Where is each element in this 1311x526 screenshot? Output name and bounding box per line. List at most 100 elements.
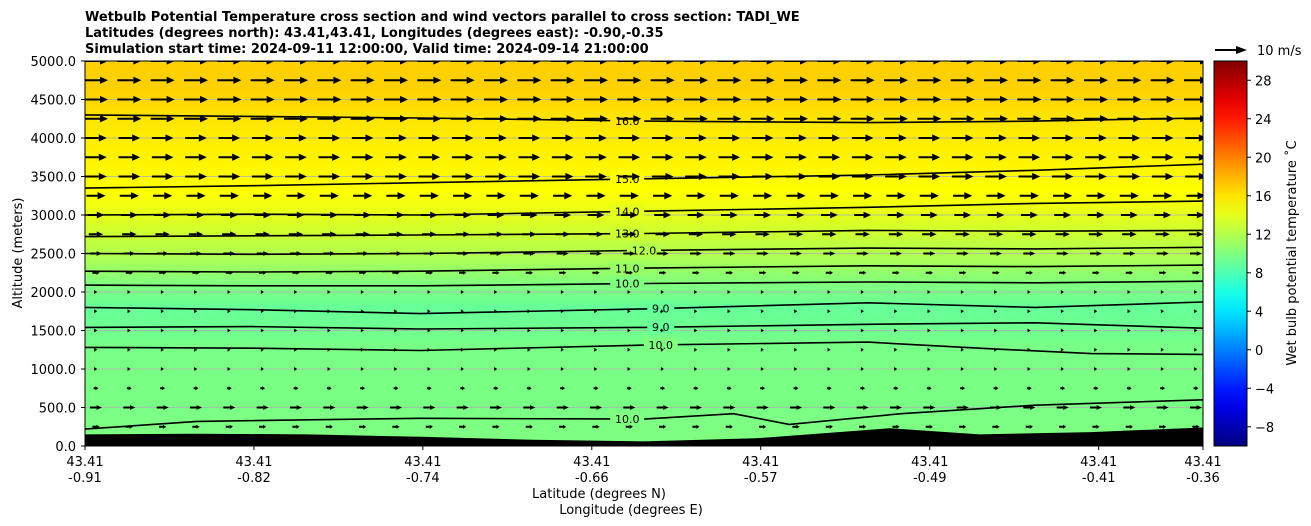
wind-vector-head [200,76,208,84]
y-tick-label: 4500.0 [31,94,77,109]
wind-vector-head [1027,367,1031,371]
wind-vector-head [1194,290,1198,294]
wind-vector-head [94,347,98,352]
wind-vector-head [760,309,764,314]
wind-vector-head [127,309,131,314]
wind-vector-head [530,211,538,219]
wind-vector-head [198,153,207,161]
wind-vector-head [1163,251,1169,256]
wind-vector-head [129,405,136,410]
wind-vector-head [1160,328,1164,333]
wind-vector-head [1096,251,1102,256]
wind-vector-head [266,95,275,104]
wind-vector-head [800,115,808,123]
colorbar-tick-label: −4 [1255,382,1274,397]
wind-vector-head [366,95,375,104]
wind-vector-head [360,290,364,294]
wind-vector-head [132,134,141,142]
wind-vector-head [1063,231,1070,238]
contour-label: 11.0 [615,262,640,275]
wind-vector-head [430,192,439,200]
wind-vector-head [560,309,564,314]
wind-vector-head [563,211,572,219]
wind-vector-head [827,367,831,371]
wind-vector-head [927,347,931,352]
wind-vector-head [95,386,99,391]
wind-vector-head [297,192,306,200]
wind-vector-head [1198,134,1203,142]
wind-vector-head [933,76,942,84]
wind-vector-head [394,347,398,352]
wind-vector-head [528,386,532,391]
wind-vector-head [429,405,436,410]
wind-vector-head [460,309,464,314]
wind-vector-head [563,251,569,256]
wind-vector-head [229,405,236,410]
wind-vector-head [928,386,932,391]
wind-vector-head [700,61,708,65]
wind-vector-head [1098,172,1107,181]
wind-vector-head [662,386,666,391]
wind-vector-head [627,309,631,314]
wind-vector-head [500,95,508,104]
wind-vector-head [596,211,605,219]
wind-vector-head [700,76,708,84]
wind-vector-head [1130,231,1137,238]
wind-vector-head [394,309,398,314]
colorbar-tick-label: 20 [1255,151,1272,166]
wind-vector-head [427,347,431,352]
wind-vector-head [328,386,332,391]
wind-vector-head [627,290,631,294]
wind-vector-head [127,347,131,352]
wind-vector-head [260,347,264,352]
wind-vector-head [1032,172,1041,181]
wind-vector-head [1166,61,1175,65]
wind-vector-head [263,211,272,219]
wind-vector-head [266,61,275,65]
wind-vector-head [133,95,142,104]
wind-vector-head [1100,95,1108,104]
wind-vector-head [895,386,899,391]
wind-vector-head [227,290,231,294]
wind-vector-head [429,251,436,256]
wind-vector-head [1163,211,1172,219]
wind-vector-head [827,347,831,352]
wind-vector-head [496,251,502,256]
wind-vector-head [494,367,498,371]
contour-label: 12.0 [632,244,657,257]
wind-vector-head [598,134,607,142]
wind-vector-head [765,134,774,142]
colorbar-tick-label: 28 [1255,74,1272,89]
wind-vector-head [697,192,706,200]
wind-vector-head [862,386,866,391]
x-tick-label-lat: 43.41 [66,455,103,470]
wind-vector-head [427,309,431,314]
wind-vector-head [1063,251,1069,256]
wind-vector-head [429,424,433,429]
wind-vector-head [1065,134,1074,142]
wind-vector-head [166,76,175,84]
wind-vector-head [1163,270,1167,275]
plot-area: 16.015.014.013.012.011.010.09.09.010.010… [84,60,1204,447]
wind-vector-head [563,231,570,238]
wind-vector-head [163,211,172,219]
wind-vector-head [1032,134,1041,142]
wind-vector-head [796,270,800,275]
wind-vector-head [833,115,842,123]
wind-vector-head [727,309,731,314]
wind-vector-head [300,115,308,123]
wind-vector-head [733,76,742,84]
wind-vector-head [427,367,431,371]
wind-vector-head [1029,270,1033,275]
wind-vector-head [527,328,531,333]
wind-vector-head [400,61,408,65]
wind-vector-head [127,290,131,294]
contour-label: 14.0 [615,205,640,218]
wind-vector-head [798,134,807,142]
wind-vector-head [1132,153,1141,161]
wind-vector-head [896,270,900,275]
wind-vector-head [500,76,508,84]
colorbar-label: Wet bulb potential temperature ˚C [1284,140,1300,365]
wind-vector-head [465,153,474,161]
wind-vector-head [966,61,975,65]
